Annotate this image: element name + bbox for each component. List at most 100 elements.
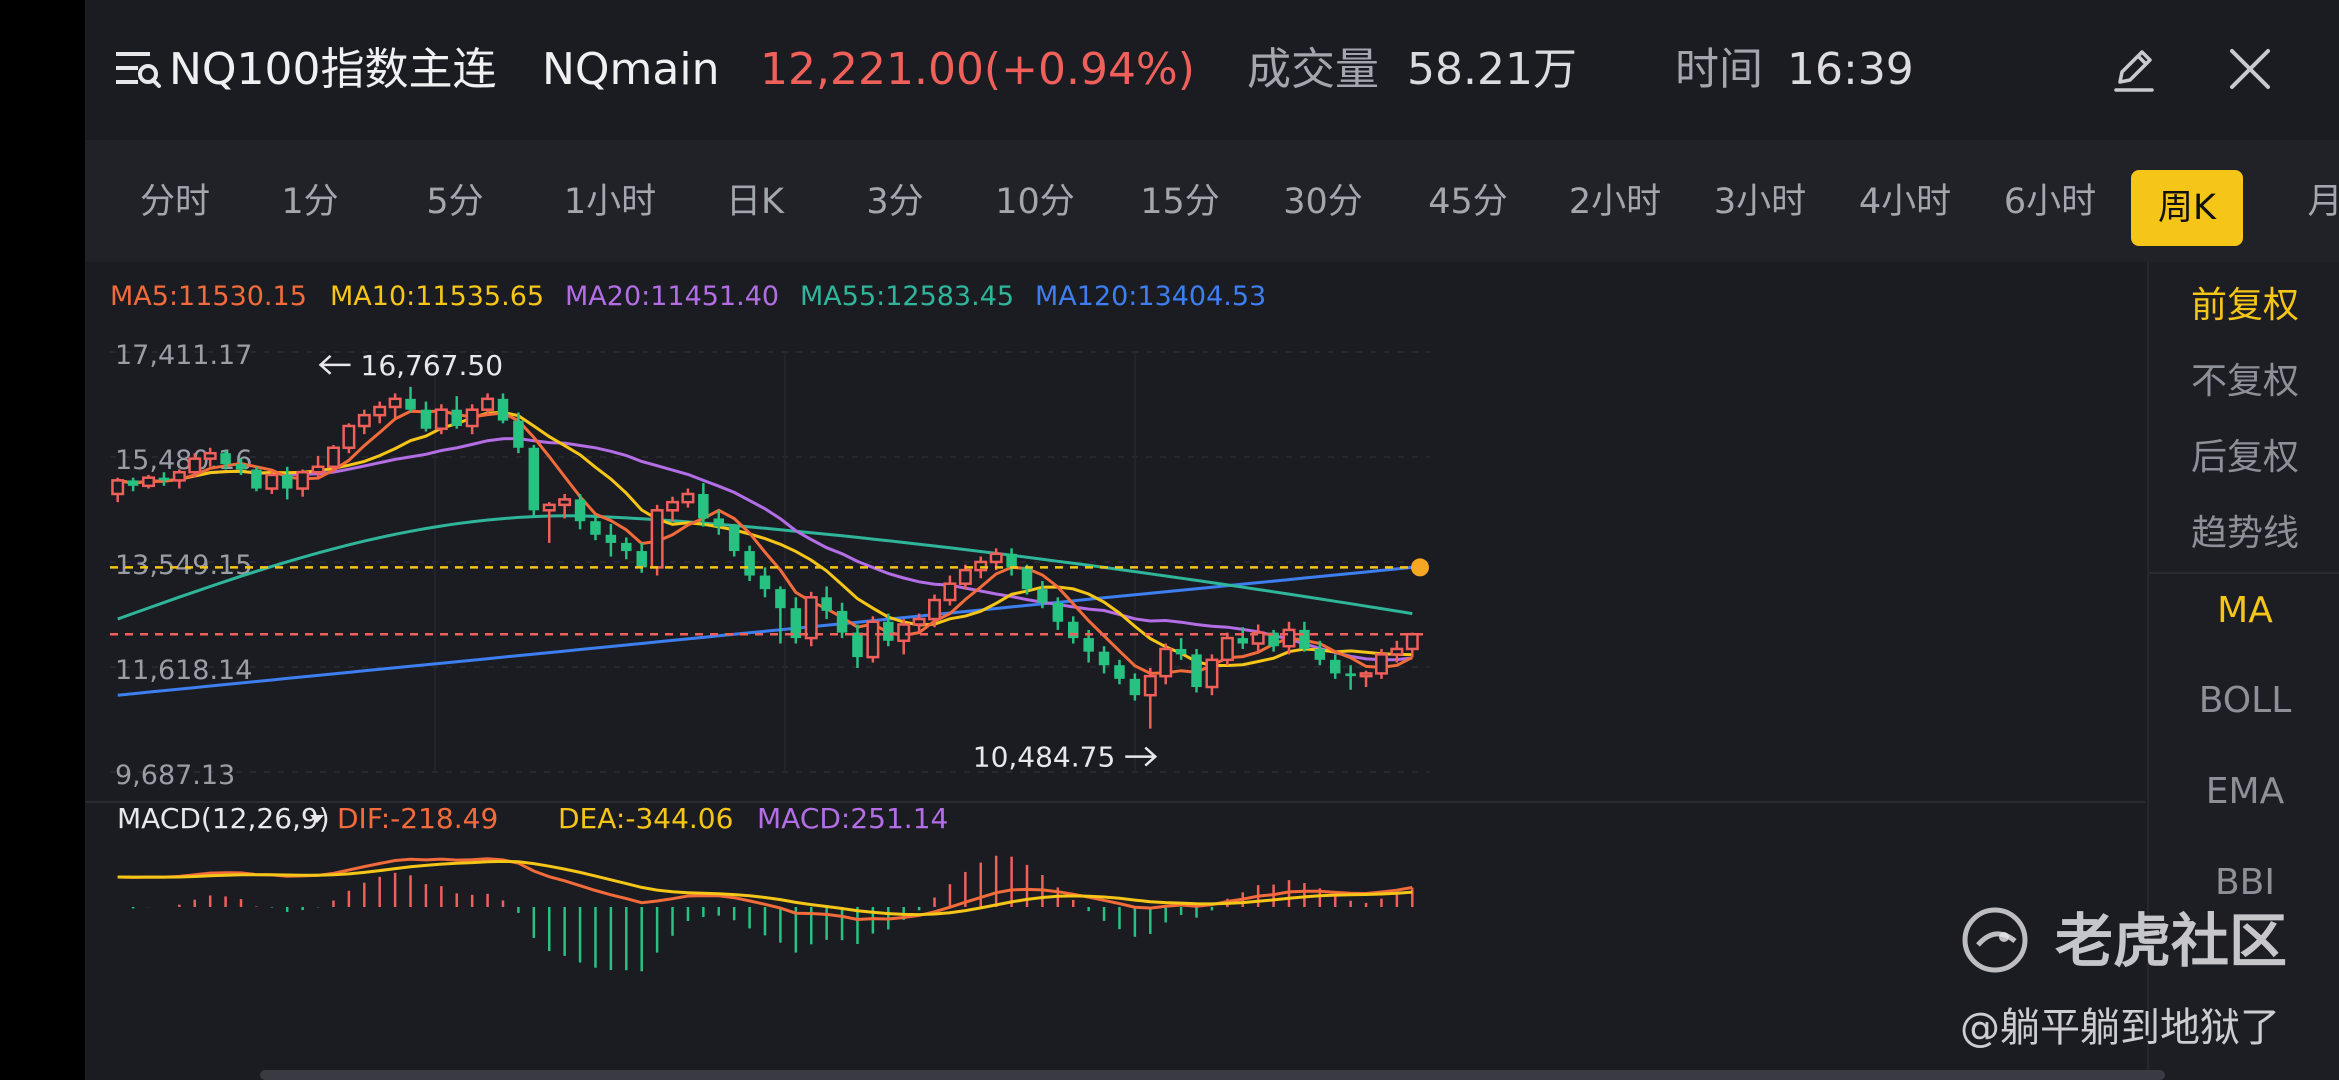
ma-legend-item: MA120:13404.53 xyxy=(1035,281,1266,312)
header-bar: NQ100指数主连 NQmain 12,221.00(+0.94%) 成交量 5… xyxy=(85,0,2339,140)
candle-body xyxy=(958,568,972,585)
candle-body xyxy=(866,620,880,659)
candle-body xyxy=(1067,621,1079,639)
candle-body xyxy=(1021,567,1033,590)
low-price-label: 10,484.75 xyxy=(973,741,1116,774)
indicator-ema[interactable]: EMA xyxy=(2205,771,2285,812)
candle-body xyxy=(713,518,725,527)
time-value: 16:39 xyxy=(1787,44,1914,95)
trendline-button[interactable]: 趋势线 xyxy=(2190,513,2299,554)
reference-price-marker xyxy=(1411,558,1429,577)
candle-body xyxy=(1143,674,1157,697)
candle-body xyxy=(1114,665,1125,679)
candle-body xyxy=(342,424,356,450)
tab-15min[interactable]: 15分 xyxy=(1140,182,1220,222)
ma-legend-item: MA5:11530.15 xyxy=(110,281,307,312)
tab-1min[interactable]: 1分 xyxy=(281,182,339,222)
candle-body xyxy=(698,493,709,519)
high-price-label: 16,767.50 xyxy=(361,349,504,382)
ma-legend-item: MA20:11451.40 xyxy=(565,281,779,312)
kline-chart[interactable]: 17,411.1715,480.1613,549.1511,618.149,68… xyxy=(85,262,2339,1080)
tab-4hour[interactable]: 4小时 xyxy=(1858,182,1952,222)
candle-body xyxy=(326,446,340,469)
volume-label: 成交量 xyxy=(1247,44,1379,95)
candle-body xyxy=(650,509,664,569)
adjust-backward[interactable]: 后复权 xyxy=(2190,437,2299,478)
chart-sidebar: 前复权 不复权 后复权 趋势线 MA BOLL EMA BBI xyxy=(2147,262,2339,1080)
indicator-ma[interactable]: MA xyxy=(2217,590,2273,631)
low-arrow-icon xyxy=(1125,746,1158,767)
candle-body xyxy=(821,597,832,611)
candle-body xyxy=(434,408,448,430)
candle-body xyxy=(1006,553,1017,568)
candle-body xyxy=(1098,651,1110,666)
symbol-name[interactable]: NQ100指数主连 xyxy=(169,44,497,95)
tab-3hour[interactable]: 3小时 xyxy=(1713,182,1807,222)
candle-body xyxy=(111,479,125,496)
candle-body xyxy=(590,521,601,535)
candle-body xyxy=(912,617,926,626)
tab-monthly[interactable]: 月 xyxy=(2307,182,2339,222)
close-icon[interactable] xyxy=(2227,46,2273,92)
candle-body xyxy=(1159,647,1173,678)
candle-body xyxy=(804,596,818,640)
candle-body xyxy=(897,623,911,643)
candle-body xyxy=(172,470,186,482)
ma-legend-item: MA10:11535.65 xyxy=(330,281,544,312)
candle-body xyxy=(1052,602,1064,622)
candle-body xyxy=(558,498,572,507)
ma55-line xyxy=(117,514,1413,621)
macd-dea-line xyxy=(117,859,1413,917)
volume-value: 58.21万 xyxy=(1407,44,1577,95)
indicator-bbi[interactable]: BBI xyxy=(2214,862,2275,903)
candle-body xyxy=(1345,673,1356,677)
candle-body xyxy=(220,453,231,465)
watermark-user: @躺平躺到地狱了 xyxy=(1960,1005,2280,1051)
kline-screen: NQ100指数主连 NQmain 12,221.00(+0.94%) 成交量 5… xyxy=(85,0,2339,1080)
candle-body xyxy=(405,398,416,410)
tab-30min[interactable]: 30分 xyxy=(1283,182,1363,222)
candle-body xyxy=(1329,659,1341,674)
bottom-scrollbar[interactable] xyxy=(260,1070,2165,1080)
ma-legend-item: MA55:12583.45 xyxy=(800,281,1014,312)
candle-body xyxy=(943,582,957,602)
candle-body xyxy=(203,451,217,460)
menu-search-icon[interactable] xyxy=(115,46,161,92)
candle-body xyxy=(1299,629,1310,649)
candle-body xyxy=(388,397,402,409)
y-tick-label: 11,618.14 xyxy=(115,655,252,686)
candle-body xyxy=(373,405,387,417)
tab-daily[interactable]: 日K xyxy=(726,182,784,222)
tab-weekly[interactable]: 周K xyxy=(2131,170,2243,246)
tab-fenshi[interactable]: 分时 xyxy=(139,182,210,222)
tab-2hour[interactable]: 2小时 xyxy=(1568,182,1662,222)
candle-body xyxy=(481,397,495,411)
candle-body xyxy=(852,632,863,658)
y-tick-label: 9,687.13 xyxy=(115,760,235,791)
candle-body xyxy=(1129,678,1141,696)
candle-body xyxy=(605,534,617,543)
tab-10min[interactable]: 10分 xyxy=(995,182,1075,222)
tab-1hour[interactable]: 1小时 xyxy=(563,182,657,222)
candle-body xyxy=(1359,672,1373,678)
tab-5min[interactable]: 5分 xyxy=(426,182,484,222)
tab-45min[interactable]: 45分 xyxy=(1428,182,1508,222)
edit-icon[interactable] xyxy=(2108,44,2160,96)
tab-3min[interactable]: 3分 xyxy=(866,182,924,222)
adjust-forward[interactable]: 前复权 xyxy=(2190,285,2299,326)
candle-body xyxy=(542,503,556,512)
candle-body xyxy=(235,464,247,470)
candle-body xyxy=(790,608,802,639)
candle-body xyxy=(1405,632,1419,651)
indicator-boll[interactable]: BOLL xyxy=(2198,680,2292,721)
tab-6hour[interactable]: 6小时 xyxy=(2003,182,2097,222)
watermark-brand: 老虎社区 xyxy=(2055,907,2288,975)
candle-body xyxy=(528,447,540,511)
macd-dropdown-icon xyxy=(310,815,324,823)
candle-body xyxy=(974,560,988,572)
y-tick-label: 17,411.17 xyxy=(115,340,252,371)
candle-body xyxy=(281,474,293,489)
adjust-none[interactable]: 不复权 xyxy=(2190,361,2299,402)
candle-body xyxy=(1205,658,1219,689)
candle-body xyxy=(1314,648,1326,660)
